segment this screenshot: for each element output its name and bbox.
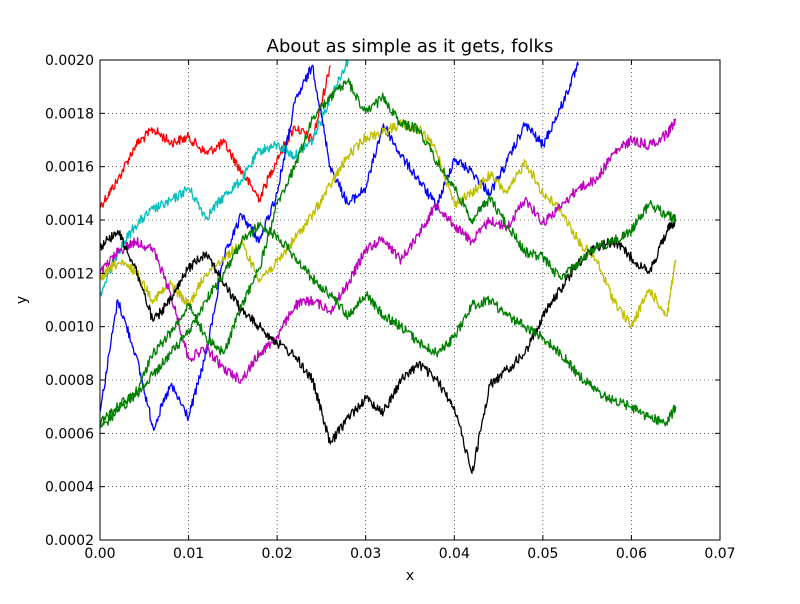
y-tick-label: 0.0018 — [45, 106, 94, 122]
series-line-5 — [100, 118, 677, 385]
x-tick-label: 0.06 — [616, 546, 647, 562]
y-tick-label: 0.0006 — [45, 426, 94, 442]
series-layer — [100, 60, 677, 474]
x-tick-label: 0.02 — [262, 546, 293, 562]
x-tick-label: 0.03 — [350, 546, 381, 562]
y-axis-label: y — [14, 296, 30, 304]
x-tick-label: 0.00 — [84, 546, 115, 562]
y-tick-label: 0.0012 — [45, 266, 94, 282]
series-line-2 — [100, 60, 349, 297]
y-tick-label: 0.0002 — [45, 533, 94, 549]
x-tick-label: 0.01 — [173, 546, 204, 562]
y-tick-label: 0.0014 — [45, 213, 94, 229]
y-tick-label: 0.0020 — [45, 53, 94, 69]
series-line-4 — [100, 119, 677, 329]
y-tick-label: 0.0010 — [45, 320, 94, 336]
series-line-8 — [100, 221, 677, 429]
x-tick-label: 0.07 — [704, 546, 735, 562]
axis-ticks: 0.00 0.01 0.02 0.03 0.04 0.05 0.06 0.07 0.0002 0.… — [45, 53, 736, 562]
y-tick-label: 0.0004 — [45, 480, 94, 496]
y-tick-label: 0.0016 — [45, 160, 94, 176]
chart-title: About as simple as it gets, folks — [267, 36, 554, 57]
series-line-7 — [100, 78, 676, 426]
y-tick-label: 0.0008 — [45, 373, 94, 389]
series-line-1 — [100, 65, 331, 208]
x-tick-label: 0.05 — [527, 546, 558, 562]
plot-frame — [99, 59, 721, 541]
x-tick-label: 0.04 — [439, 546, 470, 562]
x-axis-label: x — [406, 568, 414, 584]
